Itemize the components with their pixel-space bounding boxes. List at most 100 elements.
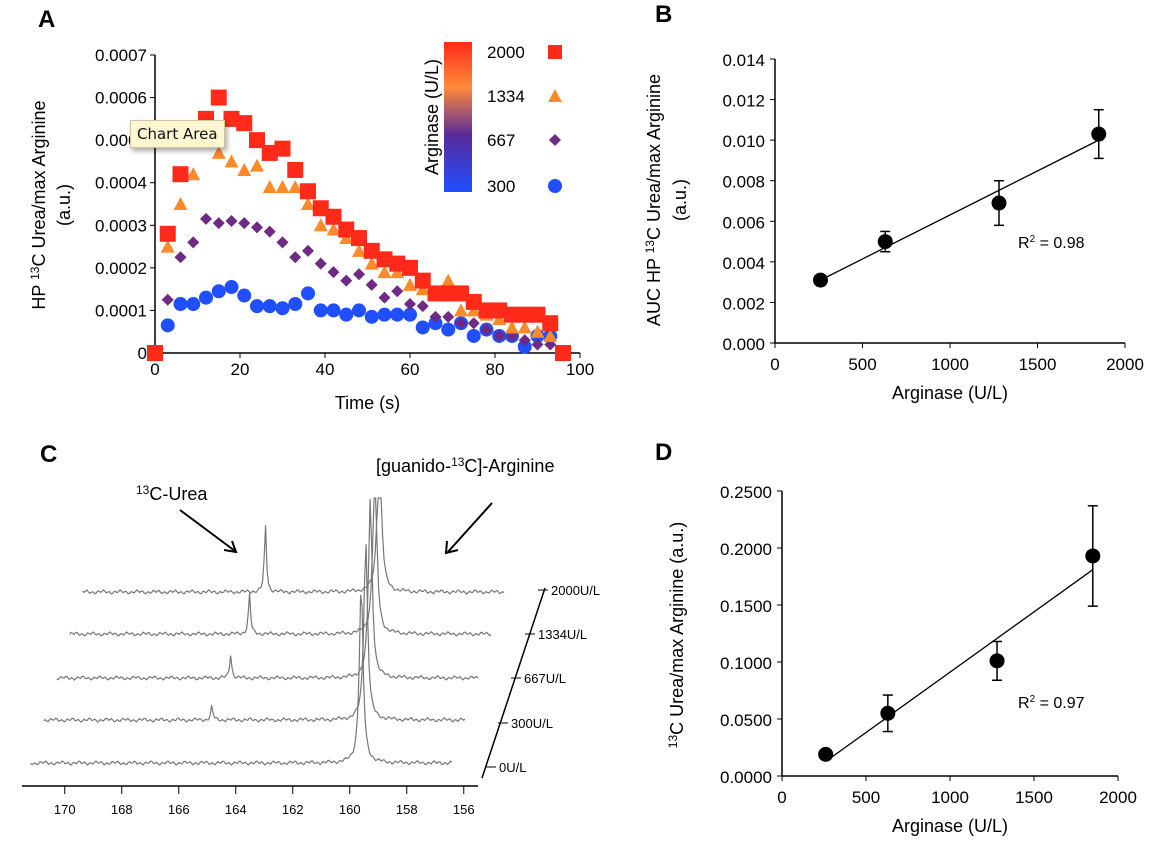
data-point-2000 [389,255,406,272]
data-point-300 [173,297,188,312]
y-tick-label: 0.0001 [95,301,147,320]
chart-d[interactable]: 0 500 1000 1500 2000 0.0000 0.0500 0.1000 0.1500… [666,483,1137,836]
data-point-2000 [312,200,329,217]
legend-label-2000: 2000 [487,43,525,62]
trace-label: 300U/L [511,716,553,731]
panel-label-a: A [38,6,55,33]
y-tick-label: 0.0000 [720,768,772,787]
data-point-667 [225,215,238,228]
data-point-667 [404,298,416,311]
urea-arrow-line [179,509,236,552]
data-point-667 [289,251,302,264]
data-point-300 [390,307,405,322]
y-tick-label: 0.2000 [720,540,772,559]
data-point-1334 [492,311,507,325]
data-point-300 [326,303,341,318]
data-point-300 [466,328,481,343]
data-point-2000 [261,144,278,161]
x-tick-label: 1500 [1015,788,1053,807]
x-tick-label: 1000 [931,355,969,374]
y-tick-label: 0.0007 [95,46,147,65]
data-point-2000 [376,251,393,268]
x-tick-label: 1000 [931,788,969,807]
data-point-1334 [530,324,545,338]
trace-label: 1334U/L [538,627,587,642]
data-point-667 [429,310,442,323]
data-point-667 [161,293,174,306]
y-tick-label: 0.004 [722,254,765,273]
data-point-2000 [555,345,571,361]
data-point-300 [352,303,366,318]
data-point-300 [275,301,290,316]
data-point-1334 [250,158,264,172]
spectrum-trace-2000U/L [82,497,505,595]
arginine-arrowhead [444,540,459,555]
data-point-300 [364,309,379,324]
data-point-1334 [441,273,456,287]
data-point-667 [200,212,212,225]
data-point-2000 [491,302,508,319]
x-tick-label: 0 [150,360,159,379]
data-point-1334 [275,179,290,193]
data-point-2000 [249,132,265,149]
y-tick-label: 0.0006 [95,89,147,108]
data-point-2000 [363,242,380,259]
data-point-667 [251,221,263,234]
data-point-1334 [301,197,315,210]
data-point-667 [391,285,404,298]
chart-a[interactable]: 0 20 40 60 80 100 0 0.0001 0.0002 0.0003 0.0004 0.0… [28,42,594,413]
data-point-300 [441,322,456,337]
data-point-667 [314,257,327,270]
spectrum-trace-0U/L [30,594,453,766]
data-point-300 [301,286,315,301]
data-point-1334 [543,328,558,342]
x-tick-label: 166 [168,802,190,817]
trace-label: 667U/L [524,671,566,686]
arginine-peak-label: [guanido-13C]-Arginine [376,455,554,476]
legend-colorbar [444,42,472,192]
data-point-667 [416,300,429,313]
data-point-1334 [262,179,277,193]
data-point [989,653,1005,669]
x-axis-label: Arginase (U/L) [892,383,1008,403]
panel-label-d: D [655,439,672,466]
data-point-2000 [172,166,189,183]
chart-c[interactable]: 170 168 166 164 162 160 158 156 0U/L 300U/L 667U/L… [22,455,600,817]
data-point-300 [313,303,328,318]
legend-marker-triangle [548,89,562,102]
data-point-2000 [274,140,291,157]
chart-area-tooltip: Chart Area [130,120,225,148]
data-point-2000 [287,161,304,178]
data-point-667 [340,274,353,287]
data-point-1334 [288,179,303,193]
data-point-1334 [211,145,226,159]
x-tick-label: 168 [111,802,133,817]
data-point-2000 [351,230,367,247]
data-point-1334 [173,197,188,210]
data-point-667 [518,334,531,347]
y-tick-label: 0.2500 [720,483,772,502]
y-axis-label: HP 13C Urea/max Arginine [28,100,49,309]
data-point-667 [531,338,544,351]
y-tick-label: 0.000 [722,335,765,354]
panel-label-b: B [655,1,672,28]
data-point-1334 [160,239,175,253]
chart-b[interactable]: 0 500 1000 1500 2000 0.000 0.002 0.004 0.006 0.00… [643,51,1144,403]
spectrum-trace-300U/L [43,544,466,723]
x-tick-label: 158 [396,802,418,817]
data-point-667 [455,317,467,330]
spectrum-trace-667U/L [56,498,479,681]
x-tick-label: 20 [231,360,250,379]
legend-label-300: 300 [487,177,515,196]
data-point-300 [415,320,430,335]
data-point-1334 [339,231,354,245]
data-point-2000 [427,285,444,302]
legend-marker-square [548,45,562,59]
x-tick-label: 1500 [1019,355,1057,374]
legend-title: Arginase (U/L) [422,59,442,175]
data-point-1334 [415,282,430,296]
x-tick-label: 80 [486,360,505,379]
y-tick-label: 0.1500 [720,597,772,616]
data-point [991,195,1007,211]
